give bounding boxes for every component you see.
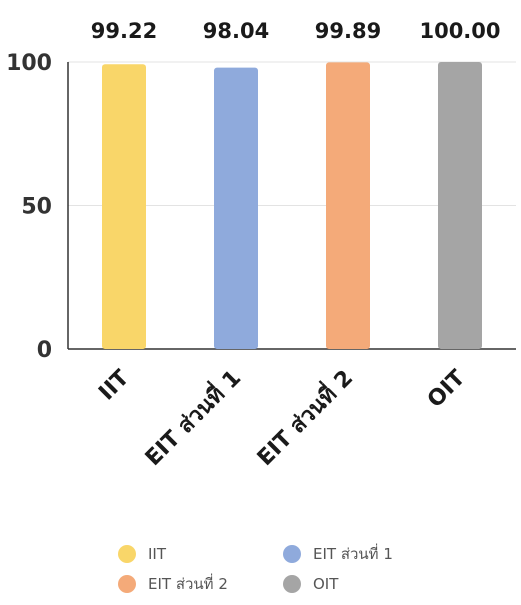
y-tick-label: 50 <box>21 195 52 220</box>
legend-label: EIT ส่วนที่ 2 <box>148 575 228 593</box>
bar <box>214 67 258 350</box>
bar <box>326 62 370 349</box>
legend-label: EIT ส่วนที่ 1 <box>313 545 393 563</box>
data-label: 100.00 <box>419 19 500 43</box>
x-tick-label: EIT ส่วนที่ 1 <box>137 362 246 471</box>
x-tick-label: EIT ส่วนที่ 2 <box>249 362 358 471</box>
legend-swatch <box>283 545 301 563</box>
legend-swatch <box>118 545 136 563</box>
data-label: 99.89 <box>315 19 381 43</box>
y-tick-label: 0 <box>37 338 52 363</box>
bars <box>102 62 482 350</box>
data-label: 98.04 <box>203 19 269 43</box>
legend: IIT EIT ส่วนที่ 1 EIT ส่วนที่ 2 OIT <box>118 542 498 596</box>
legend-item-iit: IIT <box>118 542 283 566</box>
legend-item-eit-part-2: EIT ส่วนที่ 2 <box>118 572 283 596</box>
data-label: 99.22 <box>91 19 157 43</box>
legend-swatch <box>118 575 136 593</box>
legend-item-eit-part-1: EIT ส่วนที่ 1 <box>283 542 483 566</box>
data-labels: 99.22 98.04 99.89 100.00 <box>91 19 501 43</box>
legend-item-oit: OIT <box>283 572 483 596</box>
x-tick-label: OIT <box>423 366 470 413</box>
legend-label: IIT <box>148 545 167 563</box>
x-tick-label: IIT <box>94 366 134 406</box>
y-tick-label: 100 <box>6 51 52 76</box>
legend-label: OIT <box>313 575 339 593</box>
legend-swatch <box>283 575 301 593</box>
bar <box>438 62 482 349</box>
bar <box>102 64 146 350</box>
